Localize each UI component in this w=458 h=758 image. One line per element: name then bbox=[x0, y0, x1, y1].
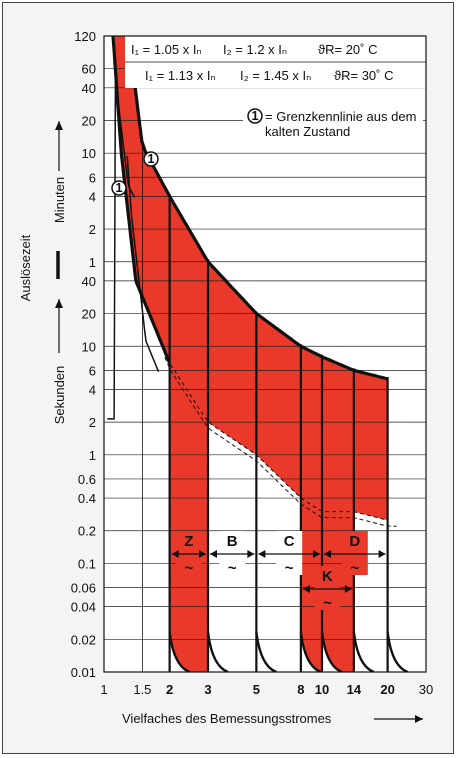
class-z-label: Z bbox=[184, 533, 193, 550]
strip-hook-8 bbox=[299, 631, 322, 672]
y-tick-seconds: 0.02 bbox=[71, 632, 96, 647]
note-line2: kalten Zustand bbox=[265, 124, 350, 139]
y-tick-minutes: 6 bbox=[89, 170, 96, 185]
upper-characteristic bbox=[127, 36, 388, 381]
class-band-0 bbox=[169, 363, 209, 672]
cold-state-limit-1 bbox=[164, 357, 397, 527]
y-tick-minutes: 2 bbox=[89, 222, 96, 237]
y-tick-minutes: 40 bbox=[82, 81, 96, 96]
legend-row1-i2: I₂ = 1.2 x Iₙ bbox=[223, 42, 287, 57]
x-tick-label: 14 bbox=[347, 682, 362, 697]
x-tick-label: 10 bbox=[315, 682, 329, 697]
y-minutes-arrowhead bbox=[55, 121, 63, 130]
class-z-label-bg bbox=[175, 531, 202, 575]
lower-characteristic bbox=[111, 36, 172, 364]
class-k-span-left-head bbox=[302, 585, 310, 593]
class-c-label: C bbox=[284, 533, 295, 550]
x-tick-label: 1 bbox=[100, 682, 107, 697]
x-tick-label: 8 bbox=[297, 682, 304, 697]
strip-hook-5 bbox=[255, 631, 277, 672]
y-tick-seconds: 40 bbox=[82, 274, 96, 289]
class-b-span-left-head bbox=[210, 550, 218, 558]
class-k-tilde: ~ bbox=[323, 595, 332, 612]
class-d-label-bg bbox=[341, 531, 368, 575]
y-tick-seconds: 0.04 bbox=[71, 600, 96, 615]
y-tick-seconds: 0.01 bbox=[71, 665, 96, 680]
cold-state-limit-0 bbox=[159, 338, 388, 521]
y-seconds-label: Sekunden bbox=[52, 366, 67, 425]
cold-curve-b bbox=[126, 155, 160, 372]
y-tick-seconds: 0.2 bbox=[78, 524, 96, 539]
class-c-tilde: ~ bbox=[285, 560, 294, 577]
x-tick-label: 30 bbox=[419, 682, 433, 697]
y-tick-seconds: 2 bbox=[89, 415, 96, 430]
y-tick-minutes: 60 bbox=[82, 62, 96, 77]
x-tick-label: 2 bbox=[166, 682, 173, 697]
y-tick-seconds: 4 bbox=[89, 382, 96, 397]
y-tick-minutes: 10 bbox=[82, 146, 96, 161]
class-d-span-right-head bbox=[378, 550, 386, 558]
curve-marker-circle bbox=[143, 151, 159, 167]
class-k-span-right-head bbox=[344, 585, 352, 593]
curve-marker-label: 1 bbox=[147, 151, 154, 166]
class-b-span-right-head bbox=[247, 550, 255, 558]
class-b-label-bg bbox=[219, 531, 246, 575]
note-marker-circle bbox=[247, 108, 263, 124]
curve-marker-label: 1 bbox=[115, 180, 122, 195]
y-tick-minutes: 1 bbox=[89, 255, 96, 270]
class-c-span-left-head bbox=[258, 550, 266, 558]
class-c-span-right-head bbox=[312, 550, 320, 558]
class-d-label: D bbox=[349, 533, 360, 550]
y-tick-minutes: 120 bbox=[74, 29, 96, 44]
y-tick-minutes: 4 bbox=[89, 189, 96, 204]
class-d-tilde: ~ bbox=[350, 560, 359, 577]
y-tick-minutes: 20 bbox=[82, 113, 96, 128]
chart-frame: 1 1.5 2 3 5 8 10 14 20 30 Vielfaches des Bemessung… bbox=[2, 2, 454, 754]
class-z-tilde: ~ bbox=[184, 560, 193, 577]
legend-row1-temp: ϑR= 20˚ C bbox=[318, 42, 378, 57]
y-tick-seconds: 1 bbox=[89, 448, 96, 463]
class-b-tilde: ~ bbox=[228, 560, 237, 577]
x-tick-label: 1.5 bbox=[133, 682, 151, 697]
class-z-span-right-head bbox=[199, 550, 207, 558]
legend-row2-i1: I₁ = 1.13 x Iₙ bbox=[145, 68, 216, 83]
x-tick-label: 5 bbox=[253, 682, 260, 697]
strip-hook-3 bbox=[206, 631, 229, 672]
x-axis-arrowhead bbox=[415, 715, 423, 723]
y-axis-label: Auslösezeit bbox=[18, 234, 33, 301]
class-b-label: B bbox=[227, 533, 238, 550]
y-tick-seconds: 10 bbox=[82, 339, 96, 354]
class-band-1 bbox=[300, 498, 322, 672]
strip-hook-20 bbox=[386, 631, 409, 672]
x-axis-label: Vielfaches des Bemessungsstromes bbox=[122, 711, 332, 726]
note-marker-label: 1 bbox=[251, 108, 258, 123]
curve-marker-circle bbox=[111, 180, 127, 196]
legend-row2-temp: ϑR= 30˚ C bbox=[334, 68, 394, 83]
y-tick-seconds: 0.6 bbox=[78, 472, 96, 487]
y-minutes-label: Minuten bbox=[52, 177, 67, 223]
y-tick-seconds: 6 bbox=[89, 363, 96, 378]
legend-row2-i2: I₂ = 1.45 x Iₙ bbox=[240, 68, 311, 83]
legend-row1-i1: I₁ = 1.05 x Iₙ bbox=[131, 42, 202, 57]
class-k-label-bg bbox=[314, 566, 341, 610]
class-c-label-bg bbox=[276, 531, 303, 575]
x-tick-label: 20 bbox=[380, 682, 394, 697]
class-d-span-left-head bbox=[323, 550, 331, 558]
plot-border bbox=[103, 35, 427, 673]
y-tick-seconds: 0.4 bbox=[78, 491, 96, 506]
x-tick-label: 3 bbox=[204, 682, 211, 697]
y-tick-seconds: 0.1 bbox=[78, 556, 96, 571]
note-line1: = Grenzkennlinie aus dem bbox=[265, 109, 416, 124]
y-tick-seconds: 0.06 bbox=[71, 581, 96, 596]
y-tick-seconds: 20 bbox=[82, 307, 96, 322]
strip-hook-2 bbox=[168, 631, 191, 672]
class-k-label: K bbox=[322, 568, 333, 585]
class-z-span-left-head bbox=[171, 550, 179, 558]
strip-hook-14 bbox=[352, 631, 375, 672]
y-seconds-arrowhead bbox=[55, 299, 63, 308]
tripping-band bbox=[113, 36, 388, 521]
note-box bbox=[243, 104, 423, 140]
strip-hook-10 bbox=[320, 631, 343, 672]
